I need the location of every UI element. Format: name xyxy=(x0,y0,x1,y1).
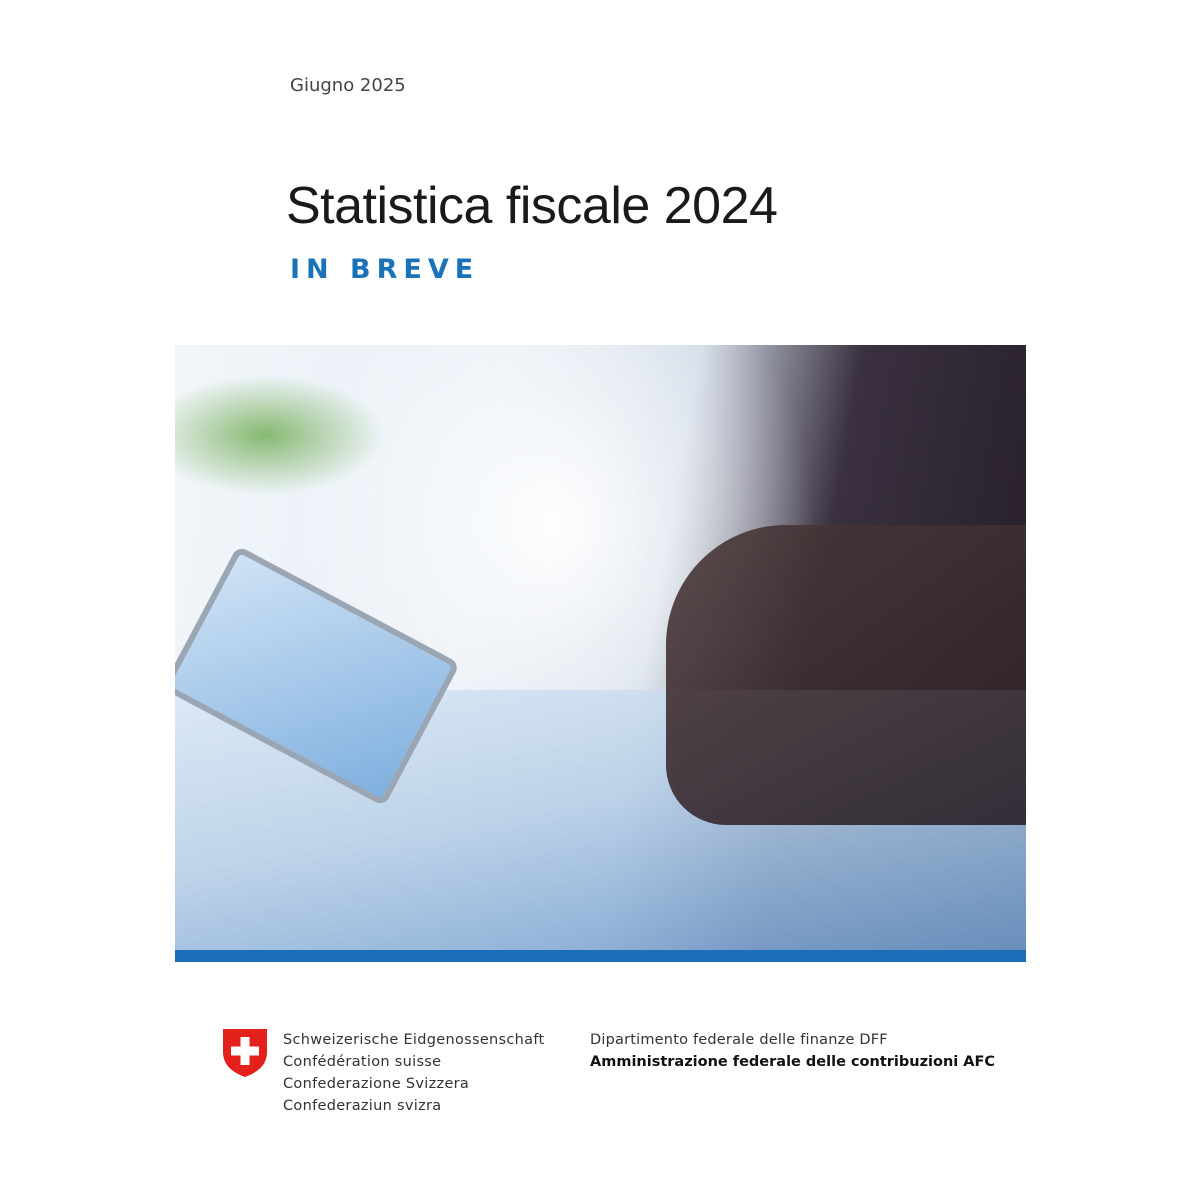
office-name: Amministrazione federale delle contribuz… xyxy=(590,1054,996,1070)
publication-date: Giugno 2025 xyxy=(290,75,406,96)
accent-bar xyxy=(175,950,1026,962)
department-name: Dipartimento federale delle finanze DFF xyxy=(590,1032,888,1048)
confederation-name-de: Schweizerische Eidgenossenschaft xyxy=(283,1032,545,1048)
confederation-names: Schweizerische Eidgenossenschaft Confédé… xyxy=(283,1029,544,1117)
document-subtitle: IN BREVE xyxy=(290,254,480,285)
confederation-name-rm: Confederaziun svizra xyxy=(283,1098,442,1114)
photo-person-arm xyxy=(666,525,1026,825)
issuing-department: Dipartimento federale delle finanze DFF … xyxy=(590,1029,995,1073)
cover-photo xyxy=(175,345,1026,950)
document-title: Statistica fiscale 2024 xyxy=(286,177,778,235)
swiss-crest-icon xyxy=(223,1029,267,1077)
confederation-name-fr: Confédération suisse xyxy=(283,1054,442,1070)
confederation-name-it: Confederazione Svizzera xyxy=(283,1076,470,1092)
